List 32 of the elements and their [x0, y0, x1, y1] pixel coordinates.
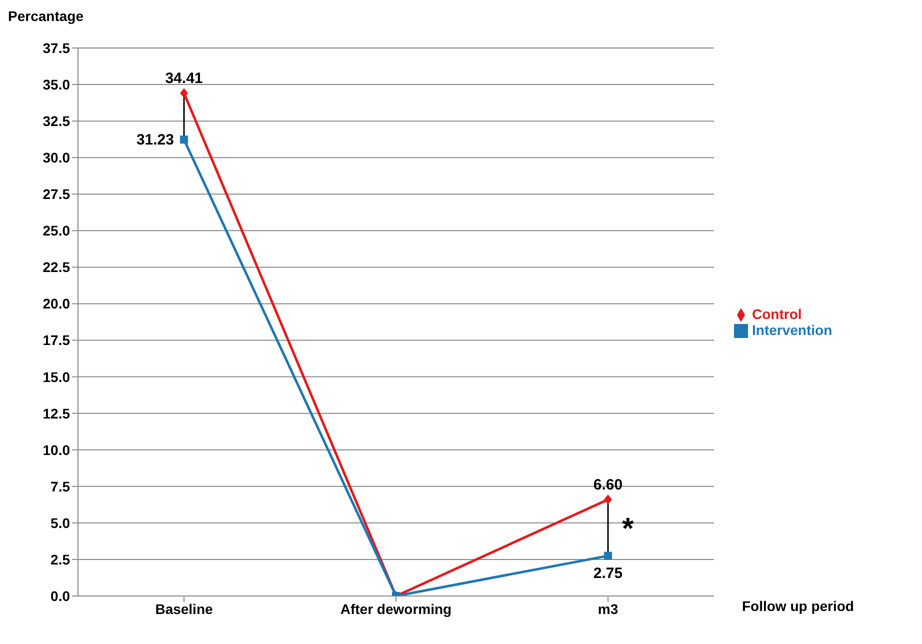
y-tick-label: 7.5: [50, 478, 70, 494]
data-label: 31.23: [136, 132, 174, 149]
data-label: 6.60: [593, 476, 623, 494]
point: [180, 88, 188, 98]
y-tick-label: 12.5: [42, 405, 70, 422]
y-tick-label: 2.5: [50, 551, 70, 568]
point: [180, 136, 188, 144]
x-tick-label: Baseline: [155, 600, 214, 617]
data-label: 34.41: [165, 70, 203, 88]
y-tick-label: 27.5: [42, 186, 70, 202]
y-tick-label: 37.5: [42, 40, 70, 56]
x-tick-label: After deworming: [340, 600, 452, 617]
y-tick-label: 17.5: [42, 332, 70, 348]
point: [604, 494, 612, 505]
y-axis-title: Percantage: [8, 8, 84, 24]
point: [604, 552, 612, 560]
y-tick-label: 5.0: [50, 514, 70, 531]
y-tick-label: 15.0: [42, 368, 70, 385]
y-tick-label: 35.0: [42, 76, 70, 93]
y-tick-label: 20.0: [42, 296, 70, 312]
legend-label: Control: [752, 306, 802, 322]
x-tick-label: m3: [598, 600, 618, 617]
y-tick-label: 25.0: [42, 222, 70, 239]
annotation: *: [622, 512, 634, 546]
y-tick-label: 0.0: [50, 588, 70, 604]
y-tick-label: 22.5: [42, 259, 70, 276]
data-label: 2.75: [593, 564, 623, 582]
legend-label: Intervention: [752, 322, 832, 338]
y-tick-label: 30.0: [42, 150, 70, 166]
y-tick-label: 10.0: [42, 442, 70, 458]
x-axis-title: Follow up period: [742, 598, 854, 614]
y-tick-label: 32.5: [42, 113, 70, 130]
